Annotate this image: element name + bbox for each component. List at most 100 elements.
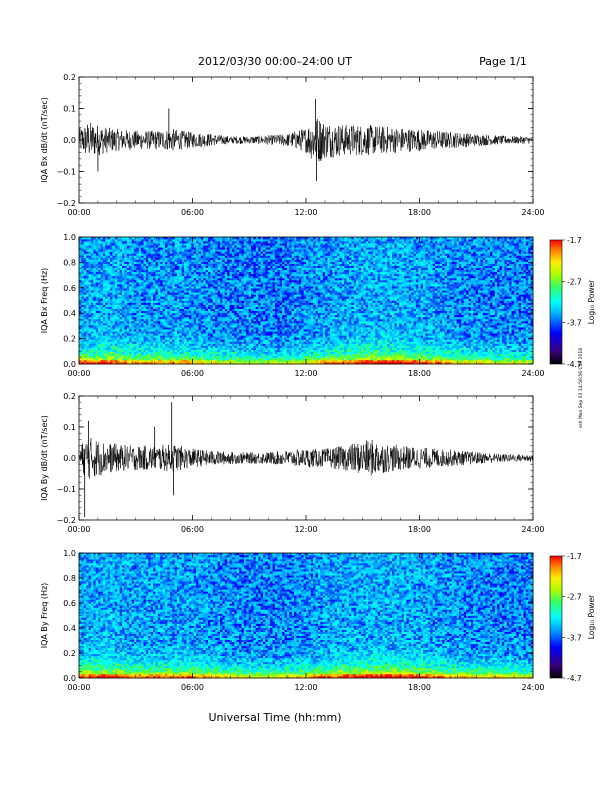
spectrogram-cell (153, 264, 156, 266)
spectrogram-cell (230, 282, 233, 284)
spectrogram-cell (134, 249, 137, 251)
spectrogram-cell (189, 288, 192, 290)
spectrogram-cell (163, 309, 166, 311)
spectrogram-cell (136, 341, 139, 343)
spectrogram-cell (182, 360, 185, 362)
spectrogram-cell (108, 272, 111, 274)
spectrogram-cell (81, 257, 84, 259)
spectrogram-cell (249, 296, 252, 298)
spectrogram-cell (177, 247, 180, 249)
spectrogram-cell (105, 341, 108, 343)
spectrogram-cell (91, 245, 94, 247)
spectrogram-cell (227, 313, 230, 315)
spectrogram-cell (222, 257, 225, 259)
spectrogram-cell (89, 286, 92, 288)
spectrogram-cell (98, 341, 101, 343)
spectrogram-cell (139, 341, 142, 343)
spectrogram-cell (103, 348, 106, 350)
spectrogram-cell (165, 266, 168, 268)
spectrogram-cell (261, 348, 264, 350)
spectrogram-cell (230, 317, 233, 319)
spectrogram-cell (160, 288, 163, 290)
spectrogram-cell (136, 298, 139, 300)
spectrogram-cell (93, 327, 96, 329)
spectrogram-cell (105, 253, 108, 255)
spectrogram-cell (129, 296, 132, 298)
spectrogram-cell (144, 282, 147, 284)
spectrogram-cell (218, 253, 221, 255)
spectrogram-cell (93, 323, 96, 325)
spectrogram-cell (241, 305, 244, 307)
spectrogram-cell (246, 356, 249, 358)
spectrogram-cell (230, 335, 233, 337)
spectrogram-cell (249, 337, 252, 339)
spectrogram-cell (115, 245, 118, 247)
spectrogram-cell (230, 292, 233, 294)
spectrogram-cell (81, 323, 84, 325)
spectrogram-cell (263, 284, 266, 286)
spectrogram-cell (81, 264, 84, 266)
spectrogram-cell (258, 337, 261, 339)
spectrogram-cell (146, 325, 149, 327)
spectrogram-cell (91, 239, 94, 241)
spectrogram-cell (253, 358, 256, 360)
spectrogram-cell (151, 301, 154, 303)
spectrogram-cell (153, 276, 156, 278)
spectrogram-cell (253, 309, 256, 311)
spectrogram-cell (103, 278, 106, 280)
spectrogram-cell (158, 303, 161, 305)
spectrogram-cell (246, 339, 249, 341)
spectrogram-cell (241, 239, 244, 241)
spectrogram-cell (194, 303, 197, 305)
spectrogram-cell (112, 296, 115, 298)
spectrogram-cell (117, 262, 120, 264)
spectrogram-cell (213, 321, 216, 323)
spectrogram-cell (191, 337, 194, 339)
spectrogram-cell (208, 327, 211, 329)
spectrogram-cell (206, 331, 209, 333)
spectrogram-cell (101, 305, 104, 307)
spectrogram-cell (249, 307, 252, 309)
spectrogram-cell (189, 341, 192, 343)
spectrogram-cell (234, 296, 237, 298)
spectrogram-cell (220, 270, 223, 272)
spectrogram-cell (251, 239, 254, 241)
spectrogram-cell (136, 257, 139, 259)
spectrogram-cell (251, 333, 254, 335)
spectrogram-cell (225, 270, 228, 272)
spectrogram-cell (124, 301, 127, 303)
spectrogram-cell (93, 274, 96, 276)
spectrogram-cell (120, 315, 123, 317)
spectrogram-cell (117, 301, 120, 303)
spectrogram-cell (172, 329, 175, 331)
spectrogram-cell (134, 315, 137, 317)
spectrogram-cell (132, 313, 135, 315)
spectrogram-cell (144, 303, 147, 305)
spectrogram-cell (177, 333, 180, 335)
spectrogram-cell (110, 266, 113, 268)
spectrogram-cell (151, 272, 154, 274)
spectrogram-cell (163, 301, 166, 303)
spectrogram-cell (124, 358, 127, 360)
spectrogram-cell (110, 329, 113, 331)
spectrogram-cell (210, 272, 213, 274)
spectrogram-cell (136, 278, 139, 280)
spectrogram-cell (124, 268, 127, 270)
spectrogram-cell (81, 315, 84, 317)
spectrogram-cell (258, 341, 261, 343)
spectrogram-cell (239, 284, 242, 286)
spectrogram-cell (234, 317, 237, 319)
spectrogram-cell (253, 323, 256, 325)
spectrogram-cell (84, 264, 87, 266)
spectrogram-cell (122, 266, 125, 268)
spectrogram-cell (241, 341, 244, 343)
spectrogram-cell (81, 298, 84, 300)
spectrogram-cell (141, 337, 144, 339)
spectrogram-cell (129, 339, 132, 341)
spectrogram-cell (175, 350, 178, 352)
spectrogram-cell (160, 251, 163, 253)
spectrogram-cell (218, 358, 221, 360)
spectrogram-cell (172, 325, 175, 327)
spectrogram-cell (129, 313, 132, 315)
spectrogram-cell (191, 257, 194, 259)
